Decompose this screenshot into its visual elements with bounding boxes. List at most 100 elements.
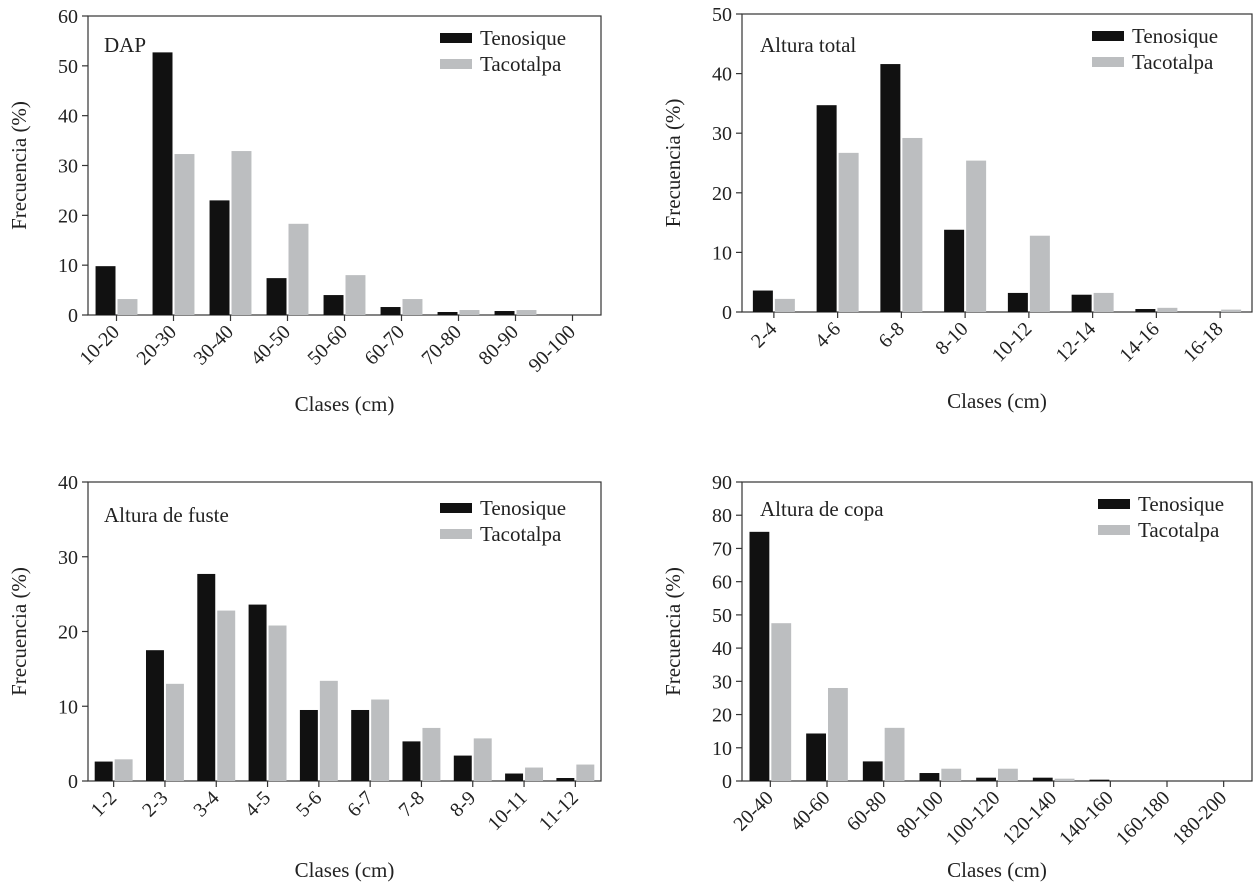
- chart-panel-3: 0 10 20 30 40 1-2 2-3 3-4 4-5 5-6 6-7 7-8 8-9 10-11 11…: [7, 472, 602, 882]
- y-tick-label: 20: [712, 183, 732, 205]
- y-tick-label: 80: [712, 505, 732, 527]
- y-tick-label: 40: [712, 638, 732, 660]
- x-tick-label: 16-18: [1179, 318, 1228, 367]
- x-tick-label: 100-120: [942, 787, 1005, 850]
- x-tick-label: 11-12: [535, 787, 583, 835]
- legend-swatch-tacotalpa: [1098, 525, 1130, 535]
- y-tick-label: 0: [722, 771, 732, 793]
- bar-tacotalpa-70-80: [459, 310, 480, 315]
- legend-swatch-tenosique: [440, 503, 472, 513]
- y-tick-label: 20: [712, 705, 732, 727]
- x-tick-label: 20-40: [729, 787, 778, 836]
- bar-tacotalpa-16-18: [1221, 309, 1242, 312]
- y-tick-label: 10: [712, 242, 732, 264]
- legend-swatch-tenosique: [1098, 499, 1130, 509]
- y-tick-label: 20: [58, 205, 78, 227]
- bar-tacotalpa-6-7: [371, 699, 390, 781]
- bar-tenosique-14-16: [1135, 309, 1156, 312]
- x-tick-label: 70-80: [417, 321, 466, 370]
- x-axis-label: Clases (cm): [295, 392, 395, 416]
- x-tick-label: 2-4: [747, 318, 781, 352]
- x-tick-label: 12-14: [1052, 318, 1101, 367]
- y-tick-label: 40: [58, 106, 78, 128]
- bar-tenosique-5-6: [299, 709, 318, 781]
- x-tick-label: 40-50: [246, 321, 295, 370]
- x-tick-label: 4-5: [241, 787, 275, 821]
- legend-label-tenosique: Tenosique: [1138, 492, 1224, 516]
- bar-tacotalpa-40-60: [828, 687, 848, 781]
- y-tick-label: 40: [712, 64, 732, 86]
- bar-tenosique-6-8: [880, 64, 901, 313]
- y-tick-label: 30: [58, 156, 78, 178]
- bar-tacotalpa-4-6: [838, 152, 859, 312]
- y-tick-label: 50: [712, 605, 732, 627]
- y-tick-label: 10: [58, 255, 78, 277]
- x-tick-label: 7-8: [395, 787, 429, 821]
- bar-tenosique-10-11: [505, 773, 524, 781]
- y-axis-label: Frecuencia (%): [7, 101, 31, 230]
- x-axis-label: Clases (cm): [295, 858, 395, 882]
- x-tick-label: 8-9: [446, 787, 480, 821]
- y-tick-label: 0: [68, 305, 78, 327]
- legend-swatch-tacotalpa: [440, 59, 472, 69]
- legend-label-tacotalpa: Tacotalpa: [1138, 518, 1220, 542]
- bar-tacotalpa-30-40: [231, 151, 252, 315]
- bar-tenosique-70-80: [437, 312, 458, 315]
- bar-tacotalpa-80-100: [941, 768, 962, 781]
- y-tick-label: 0: [722, 302, 732, 324]
- bar-tenosique-8-9: [453, 755, 472, 781]
- x-tick-label: 6-8: [874, 318, 908, 352]
- chart-panel-1: 0 10 20 30 40 50 60 10-20 20-30 30-40 40-50 50-60 60…: [7, 6, 602, 416]
- bar-tacotalpa-14-16: [1157, 307, 1178, 312]
- legend-label-tenosique: Tenosique: [480, 496, 566, 520]
- y-tick-label: 90: [712, 472, 732, 494]
- x-tick-label: 140-160: [1055, 787, 1118, 850]
- y-axis-label: Frecuencia (%): [7, 567, 31, 696]
- x-tick-label: 90-100: [524, 321, 580, 377]
- bar-tacotalpa-6-8: [902, 137, 923, 312]
- x-tick-label: 120-140: [999, 787, 1062, 850]
- bar-tacotalpa-7-8: [422, 727, 441, 781]
- y-tick-label: 70: [712, 538, 732, 560]
- bar-tenosique-60-80: [862, 761, 883, 781]
- x-tick-label: 80-100: [892, 787, 948, 843]
- x-tick-label: 5-6: [292, 787, 326, 821]
- bar-tenosique-2-4: [752, 290, 773, 312]
- legend-label-tacotalpa: Tacotalpa: [480, 52, 562, 76]
- bar-tacotalpa-120-140: [1054, 778, 1075, 781]
- x-tick-label: 40-60: [786, 787, 835, 836]
- bar-tenosique-2-3: [145, 650, 164, 781]
- bar-tenosique-140-160: [1089, 779, 1110, 781]
- legend-label-tacotalpa: Tacotalpa: [1132, 50, 1214, 74]
- y-tick-label: 30: [712, 671, 732, 693]
- x-tick-label: 14-16: [1115, 318, 1164, 367]
- x-tick-label: 3-4: [189, 787, 223, 821]
- bar-tacotalpa-1-2: [114, 759, 133, 781]
- y-tick-label: 10: [58, 696, 78, 718]
- y-tick-label: 10: [712, 738, 732, 760]
- y-tick-label: 50: [712, 4, 732, 26]
- y-axis-label: Frecuencia (%): [661, 567, 685, 696]
- x-tick-label: 30-40: [189, 321, 238, 370]
- bar-tenosique-1-2: [94, 761, 113, 781]
- chart-panel-4: 0 10 20 30 40 50 60 70 80 90 20-40 40-60 60-80 80-100…: [661, 472, 1253, 882]
- x-axis-label: Clases (cm): [947, 389, 1047, 413]
- y-tick-label: 0: [68, 771, 78, 793]
- bar-tacotalpa-8-10: [966, 160, 987, 312]
- bar-tacotalpa-20-40: [771, 623, 792, 781]
- x-tick-label: 10-20: [75, 321, 124, 370]
- chart-title: DAP: [104, 33, 146, 57]
- x-tick-label: 1-2: [87, 787, 121, 821]
- legend-swatch-tenosique: [440, 33, 472, 43]
- x-tick-label: 60-80: [843, 787, 892, 836]
- y-tick-label: 60: [712, 572, 732, 594]
- bar-tacotalpa-11-12: [576, 764, 595, 781]
- legend-label-tacotalpa: Tacotalpa: [480, 522, 562, 546]
- x-tick-label: 10-11: [484, 787, 532, 835]
- bar-tenosique-80-100: [919, 773, 940, 781]
- plot-frame: [741, 13, 1253, 313]
- y-tick-label: 60: [58, 6, 78, 28]
- chart-panel-2: 0 10 20 30 40 50 2-4 4-6 6-8 8-10 10-12 12-14 14-16 1…: [661, 4, 1253, 413]
- bar-tacotalpa-12-14: [1093, 292, 1114, 312]
